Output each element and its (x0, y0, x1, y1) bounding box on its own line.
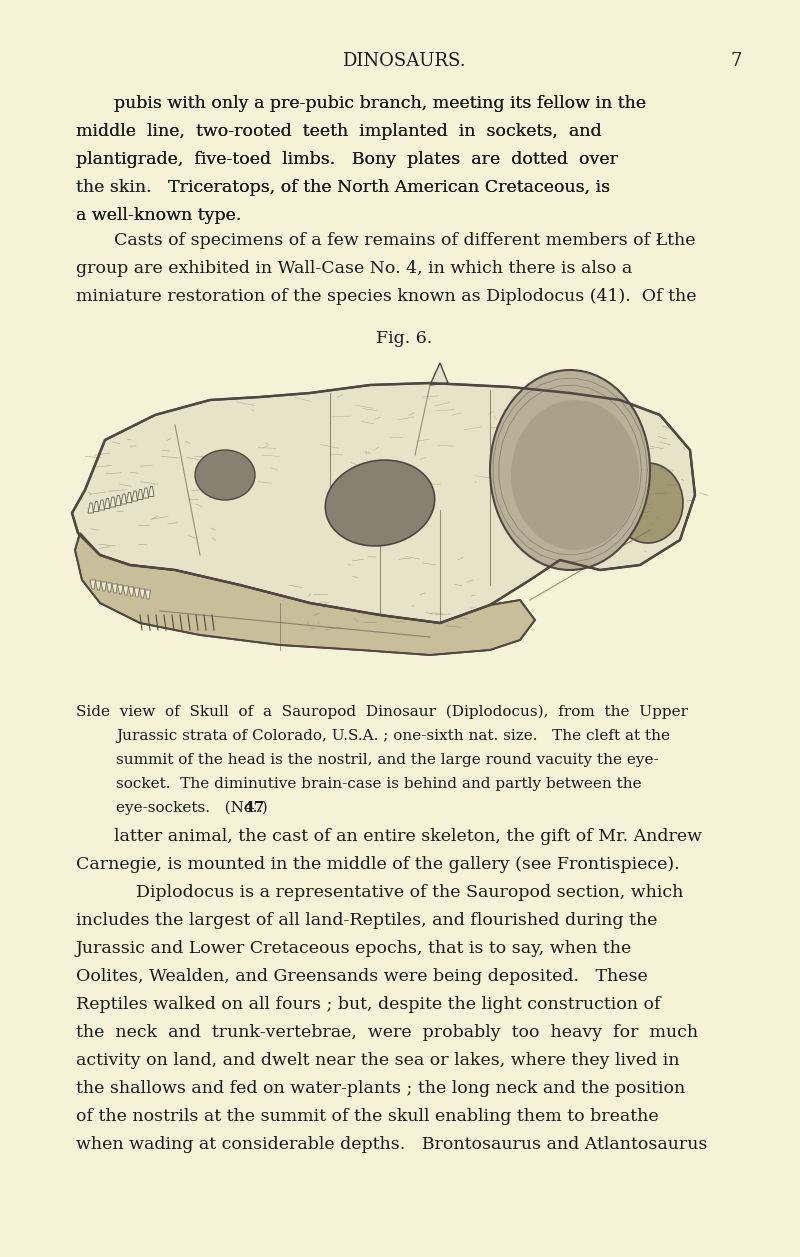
Text: 47: 47 (243, 801, 265, 815)
Polygon shape (123, 586, 129, 595)
Text: Oolites, Wealden, and Greensands were being deposited.   These: Oolites, Wealden, and Greensands were be… (76, 968, 648, 985)
Text: Reptiles walked on all fours ; but, despite the light construction of: Reptiles walked on all fours ; but, desp… (76, 996, 661, 1013)
Polygon shape (121, 494, 126, 504)
Polygon shape (145, 590, 150, 600)
Polygon shape (138, 489, 143, 499)
Text: plantigrade,  five-toed  limbs.   Bony  plates  are  dotted  over: plantigrade, five-toed limbs. Bony plate… (76, 151, 618, 168)
Polygon shape (88, 503, 94, 513)
Text: plantigrade,  five-toed  limbs.   Bony  plates  are  dotted  over: plantigrade, five-toed limbs. Bony plate… (76, 151, 618, 168)
Text: of the nostrils at the summit of the skull enabling them to breathe: of the nostrils at the summit of the sku… (76, 1107, 658, 1125)
Text: summit of the head is the nostril, and the large round vacuity the eye-: summit of the head is the nostril, and t… (116, 753, 658, 767)
Text: pubis with only a pre-pubic branch, meeting its fellow in the: pubis with only a pre-pubic branch, meet… (114, 96, 646, 112)
Text: DINOSAURS.: DINOSAURS. (342, 52, 466, 70)
Text: 7: 7 (730, 52, 742, 70)
Text: middle  line,  two-rooted  teeth  implanted  in  sockets,  and: middle line, two-rooted teeth implanted … (76, 123, 602, 140)
Ellipse shape (195, 450, 255, 500)
Text: Casts of specimens of a few remains of different members of Łthe: Casts of specimens of a few remains of d… (114, 233, 695, 249)
Polygon shape (90, 579, 95, 590)
Polygon shape (126, 493, 132, 503)
Polygon shape (110, 497, 115, 507)
Text: the  neck  and  trunk-vertebrae,  were  probably  too  heavy  for  much: the neck and trunk-vertebrae, were proba… (76, 1024, 698, 1041)
Text: socket.  The diminutive brain-case is behind and partly between the: socket. The diminutive brain-case is beh… (116, 777, 642, 791)
Text: middle  line,  two-rooted  teeth  implanted  in  sockets,  and: middle line, two-rooted teeth implanted … (76, 123, 602, 140)
Text: activity on land, and dwelt near the sea or lakes, where they lived in: activity on land, and dwelt near the sea… (76, 1052, 679, 1068)
Polygon shape (143, 488, 149, 498)
Text: eye-sockets.   (No.: eye-sockets. (No. (116, 801, 262, 816)
Ellipse shape (613, 463, 683, 543)
Text: the skin.: the skin. (76, 178, 168, 196)
Text: Jurassic and Lower Cretaceous epochs, that is to say, when the: Jurassic and Lower Cretaceous epochs, th… (76, 940, 632, 957)
Text: Carnegie, is mounted in the middle of the gallery (see Frontispiece).: Carnegie, is mounted in the middle of th… (76, 856, 680, 874)
Text: the skin.   Triceratops, of the North American Cretaceous, is: the skin. Triceratops, of the North Amer… (76, 178, 610, 196)
Polygon shape (101, 582, 106, 591)
Polygon shape (72, 383, 695, 623)
Text: Jurassic strata of Colorado, U.S.A. ; one-sixth nat. size.   The cleft at the: Jurassic strata of Colorado, U.S.A. ; on… (116, 729, 670, 743)
Polygon shape (129, 587, 134, 596)
Ellipse shape (490, 370, 650, 569)
Polygon shape (95, 581, 101, 590)
Text: Diplodocus is a representative of the Sauropod section, which: Diplodocus is a representative of the Sa… (114, 884, 683, 901)
Polygon shape (118, 585, 123, 595)
Ellipse shape (511, 400, 639, 551)
Text: a well-known type.: a well-known type. (76, 207, 242, 224)
Text: miniature restoration of the species known as Diplodocus (41).  Of the: miniature restoration of the species kno… (76, 288, 697, 305)
Polygon shape (75, 533, 535, 655)
Polygon shape (134, 588, 139, 597)
Text: the skin.   Triceratops, of the North American Cretaceous, is: the skin. Triceratops, of the North Amer… (76, 178, 610, 196)
Text: Fig. 6.: Fig. 6. (376, 331, 432, 347)
Text: the shallows and fed on water-plants ; the long neck and the position: the shallows and fed on water-plants ; t… (76, 1080, 686, 1097)
Polygon shape (112, 585, 118, 593)
Polygon shape (430, 363, 448, 385)
Text: group are exhibited in Wall-Case No. 4, in which there is also a: group are exhibited in Wall-Case No. 4, … (76, 260, 632, 277)
Polygon shape (99, 500, 105, 510)
Text: when wading at considerable depths.   Brontosaurus and Atlantosaurus: when wading at considerable depths. Bron… (76, 1136, 707, 1153)
Polygon shape (132, 491, 138, 502)
Text: .): .) (258, 801, 268, 815)
Ellipse shape (326, 460, 434, 546)
Polygon shape (94, 502, 99, 512)
Polygon shape (139, 590, 145, 598)
Text: a well-known type.: a well-known type. (76, 207, 242, 224)
Text: includes the largest of all land-Reptiles, and flourished during the: includes the largest of all land-Reptile… (76, 913, 658, 929)
Polygon shape (149, 486, 154, 497)
Polygon shape (115, 495, 121, 505)
Polygon shape (106, 583, 112, 592)
Polygon shape (105, 499, 110, 509)
Text: latter animal, the cast of an entire skeleton, the gift of Mr. Andrew: latter animal, the cast of an entire ske… (114, 828, 702, 845)
Text: pubis with only a pre-pubic branch, meeting its fellow in the: pubis with only a pre-pubic branch, meet… (114, 96, 646, 112)
Text: Side  view  of  Skull  of  a  Sauropod  Dinosaur  (Diplodocus),  from  the  Uppe: Side view of Skull of a Sauropod Dinosau… (76, 705, 688, 719)
